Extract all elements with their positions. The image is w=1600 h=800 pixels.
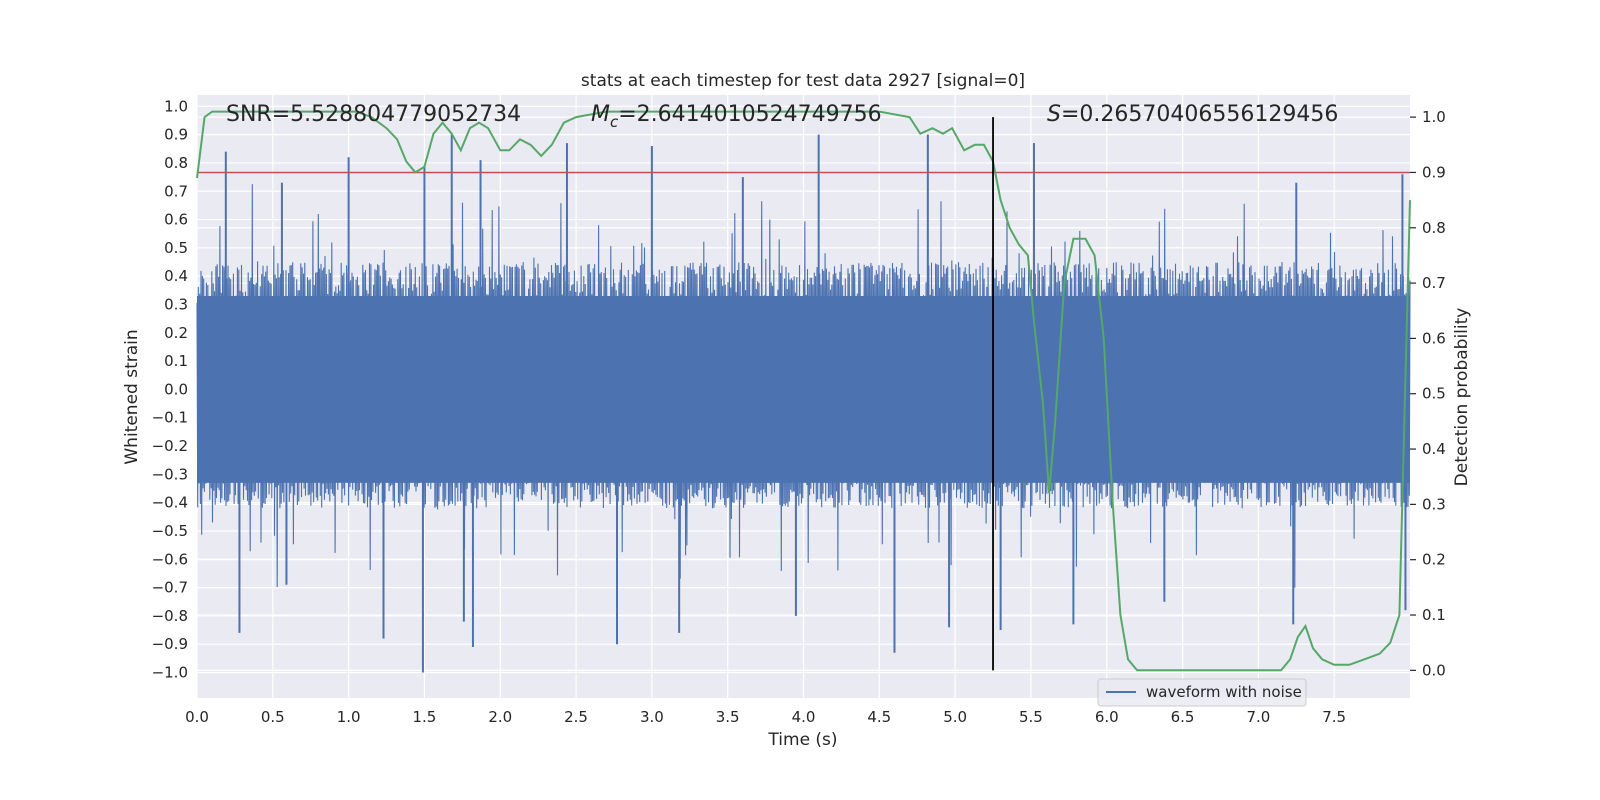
chart-title: stats at each timestep for test data 292… — [581, 71, 1025, 91]
significance-value: =0.26570406556129456 — [1061, 102, 1338, 127]
y-right-tick-label: 0.1 — [1422, 606, 1446, 624]
waveform-core-band — [197, 296, 1410, 483]
chirp-mass-symbol: M — [591, 102, 610, 127]
chirp-mass-annotation: Mc=2.6414010524749756 — [591, 102, 882, 131]
y-tick-label: 0.6 — [164, 211, 188, 229]
y-tick-label: 1.0 — [164, 97, 188, 115]
x-tick-label: 4.5 — [867, 708, 891, 726]
chirp-mass-value: =2.6414010524749756 — [618, 102, 881, 127]
y-tick-label: 0.9 — [164, 126, 188, 144]
y-right-tick-label: 0.4 — [1422, 440, 1446, 458]
waveform-with-noise-series — [196, 134, 1411, 673]
legend: waveform with noise — [1097, 678, 1307, 707]
legend-label-waveform: waveform with noise — [1146, 683, 1302, 701]
y-tick-label: −1.0 — [152, 664, 188, 682]
y-right-tick-label: 0.9 — [1422, 163, 1446, 181]
y-right-tick-label: 0.3 — [1422, 495, 1446, 513]
y-tick-label: −0.7 — [152, 579, 188, 597]
significance-annotation: S=0.26570406556129456 — [1047, 102, 1338, 127]
x-tick-label: 0.5 — [261, 708, 285, 726]
waveform-trace — [196, 184, 1411, 588]
y-tick-label: −0.9 — [152, 635, 188, 653]
chirp-mass-subscript: c — [610, 113, 619, 131]
y-tick-label: 0.4 — [164, 267, 188, 285]
y-tick-label: 0.3 — [164, 295, 188, 313]
y-tick-label: 0.7 — [164, 182, 188, 200]
legend-box — [1097, 678, 1307, 707]
y-tick-label: 0.2 — [164, 324, 188, 342]
y-tick-label: −0.8 — [152, 607, 188, 625]
x-tick-label: 7.0 — [1246, 708, 1270, 726]
y-right-tick-label: 0.5 — [1422, 385, 1446, 403]
x-tick-label: 3.0 — [640, 708, 664, 726]
x-tick-label: 3.5 — [716, 708, 740, 726]
x-tick-label: 5.5 — [1019, 708, 1043, 726]
y-right-tick-label: 0.8 — [1422, 219, 1446, 237]
y-tick-label: −0.6 — [152, 550, 188, 568]
y-tick-label: 0.5 — [164, 239, 188, 257]
x-tick-label: 0.0 — [185, 708, 209, 726]
y-right-tick-label: 1.0 — [1422, 108, 1446, 126]
y-tick-label: −0.1 — [152, 409, 188, 427]
snr-annotation: SNR=5.528804779052734 — [226, 102, 521, 127]
x-tick-label: 7.5 — [1322, 708, 1346, 726]
x-tick-label: 1.0 — [337, 708, 361, 726]
y-right-tick-label: 0.0 — [1422, 661, 1446, 679]
y-tick-label: 0.0 — [164, 380, 188, 398]
x-tick-label: 6.5 — [1171, 708, 1195, 726]
x-tick-label: 2.5 — [564, 708, 588, 726]
detection-probability-line — [196, 110, 1411, 672]
y-right-tick-label: 0.2 — [1422, 551, 1446, 569]
y-tick-label: −0.5 — [152, 522, 188, 540]
x-tick-label: 6.0 — [1095, 708, 1119, 726]
axes: 0.0 0.5 1.0 1.5 2.0 2.5 3.0 3.5 4.0 4.5 5.0 5.5 6.0 6… — [152, 97, 1446, 726]
x-tick-label: 1.5 — [413, 708, 437, 726]
y-right-tick-label: 0.6 — [1422, 329, 1446, 347]
y-tick-label: −0.2 — [152, 437, 188, 455]
x-axis-label: Time (s) — [767, 730, 837, 750]
x-tick-label: 2.0 — [488, 708, 512, 726]
x-tick-label: 5.0 — [943, 708, 967, 726]
y-tick-label: −0.3 — [152, 465, 188, 483]
significance-symbol: S — [1047, 102, 1061, 127]
y-tick-label: −0.4 — [152, 494, 188, 512]
overlay-layer — [196, 110, 1411, 672]
y-right-axis-label: Detection probability — [1452, 308, 1472, 487]
x-tick-label: 4.0 — [792, 708, 816, 726]
y-axis-label: Whitened strain — [122, 329, 142, 464]
y-right-tick-label: 0.7 — [1422, 274, 1446, 292]
y-tick-label: 0.8 — [164, 154, 188, 172]
y-tick-label: 0.1 — [164, 352, 188, 370]
